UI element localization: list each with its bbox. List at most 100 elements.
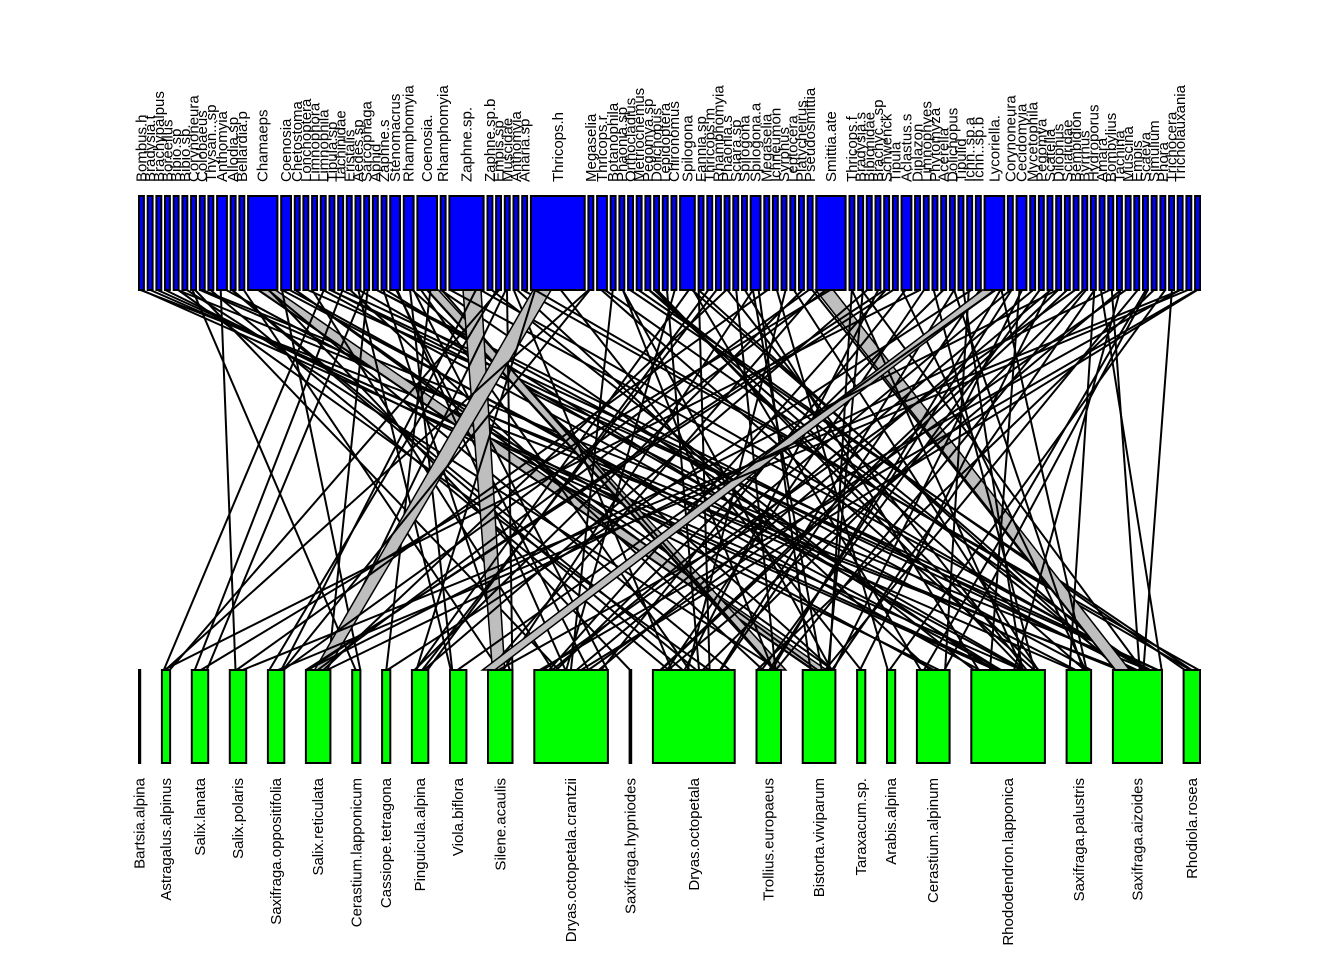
lower-label: Bartsia.alpina xyxy=(132,777,149,869)
link-line xyxy=(277,289,1189,671)
higher-box-85 xyxy=(1081,195,1089,291)
higher-label: Corynoneura xyxy=(186,95,203,182)
lower-box-8 xyxy=(410,669,430,764)
lower-label: Cerastium.alpinum xyxy=(925,778,942,903)
higher-box-86 xyxy=(1089,195,1097,291)
higher-label: Ichn..sp.b xyxy=(970,117,987,182)
higher-label: Trichocera xyxy=(1164,111,1181,182)
higher-label: Muscidae xyxy=(499,118,516,182)
link-line xyxy=(923,289,1147,671)
higher-label: Simulium xyxy=(1146,120,1163,182)
lower-label: Saxifraga.aizoides xyxy=(1129,778,1146,901)
higher-label: Anaria.sp xyxy=(517,119,534,182)
higher-label: Lonchoptera xyxy=(298,98,315,182)
higher-box-88 xyxy=(1107,195,1115,291)
higher-label: Empis xyxy=(1129,140,1146,182)
link-line xyxy=(575,289,1034,671)
lower-label: Cerastium.lapponicum xyxy=(348,778,365,927)
higher-label: Coenosia. xyxy=(419,114,436,182)
link-line xyxy=(667,289,1122,671)
link-line xyxy=(757,289,812,671)
lower-box-14 xyxy=(755,669,782,764)
higher-box-26 xyxy=(402,195,415,291)
higher-level-labels: Bombus.hBradysia.tBrachypalpusBoreellusB… xyxy=(133,84,1189,182)
higher-label: Eristalis xyxy=(341,129,358,182)
link-line xyxy=(235,289,769,671)
higher-label: Schwenck xyxy=(879,113,896,182)
higher-box-18 xyxy=(328,195,336,291)
lower-box-7 xyxy=(381,669,392,764)
higher-label: Pegomya.sp xyxy=(640,99,657,182)
higher-box-95 xyxy=(1168,195,1175,291)
lower-label: Taraxacum.sp. xyxy=(853,778,870,876)
lower-label: Bistorta.viviparum xyxy=(811,778,828,897)
higher-box-13 xyxy=(280,195,293,291)
higher-label: Bombylius xyxy=(1103,113,1120,182)
higher-label: Megaselia xyxy=(583,113,600,182)
higher-box-83 xyxy=(1063,195,1071,291)
higher-box-34 xyxy=(521,195,529,291)
link-line xyxy=(282,289,810,671)
higher-label: Metriocnemus xyxy=(631,88,648,182)
higher-box-97 xyxy=(1185,195,1193,291)
link-line xyxy=(793,289,1039,671)
higher-label: Phora xyxy=(1155,141,1172,182)
higher-box-50 xyxy=(723,195,731,291)
higher-label: Ichn..sp.a xyxy=(962,116,979,182)
higher-label: Spilogona.a xyxy=(748,102,765,182)
link-line xyxy=(162,289,325,671)
lower-box-20 xyxy=(1065,669,1093,764)
higher-label: Boreellus xyxy=(160,119,177,182)
higher-box-77 xyxy=(1006,195,1014,291)
higher-box-32 xyxy=(503,195,511,291)
higher-box-11 xyxy=(238,195,246,291)
higher-label: Muscina xyxy=(1120,125,1137,182)
lower-label: Viola.biflora xyxy=(450,777,467,856)
higher-box-17 xyxy=(319,195,327,291)
lower-box-11 xyxy=(533,669,609,764)
link-line xyxy=(932,289,1036,671)
higher-label: Limnophila xyxy=(315,109,332,182)
higher-box-71 xyxy=(940,195,948,291)
higher-box-81 xyxy=(1046,195,1054,291)
higher-box-54 xyxy=(763,195,771,291)
higher-box-73 xyxy=(957,195,965,291)
higher-label: Tipulid xyxy=(953,138,970,182)
link-line xyxy=(555,289,945,671)
link-line xyxy=(726,289,1028,671)
higher-label: Ichneumon xyxy=(767,108,784,182)
higher-box-60 xyxy=(815,195,847,291)
link-line xyxy=(322,289,727,671)
link-line xyxy=(163,289,921,671)
higher-label: Tricholauxania xyxy=(1172,84,1189,182)
lower-box-9 xyxy=(449,669,468,764)
higher-label: Pseudosmittia xyxy=(802,87,819,182)
link-line xyxy=(415,289,537,671)
lower-box-16 xyxy=(856,669,867,764)
higher-label: Dolichopus xyxy=(944,108,961,182)
higher-label: Lycoriella. xyxy=(986,115,1003,182)
higher-box-23 xyxy=(371,195,379,291)
lower-box-21 xyxy=(1111,669,1164,764)
higher-label: Leptocera xyxy=(785,115,802,182)
link-line xyxy=(1000,289,1088,671)
higher-box-79 xyxy=(1029,195,1037,291)
lower-label: Arabis.alpina xyxy=(883,777,900,864)
link-line xyxy=(498,289,1181,671)
higher-box-28 xyxy=(439,195,447,291)
higher-label: Corynoneura xyxy=(1002,95,1019,182)
higher-box-65 xyxy=(883,195,891,291)
higher-box-53 xyxy=(749,195,762,291)
higher-label: Limnophyes xyxy=(918,101,935,182)
higher-box-57 xyxy=(789,195,797,291)
link-line xyxy=(760,289,1041,671)
higher-box-29 xyxy=(448,195,485,291)
link-line xyxy=(826,289,864,671)
link-line xyxy=(281,289,1002,671)
link-line xyxy=(326,289,1111,671)
higher-label: Aphid xyxy=(367,144,384,182)
link-line xyxy=(516,289,931,671)
lower-label: Pinguicula.alpina xyxy=(412,777,429,891)
link-line xyxy=(666,289,925,671)
higher-box-47 xyxy=(697,195,705,291)
